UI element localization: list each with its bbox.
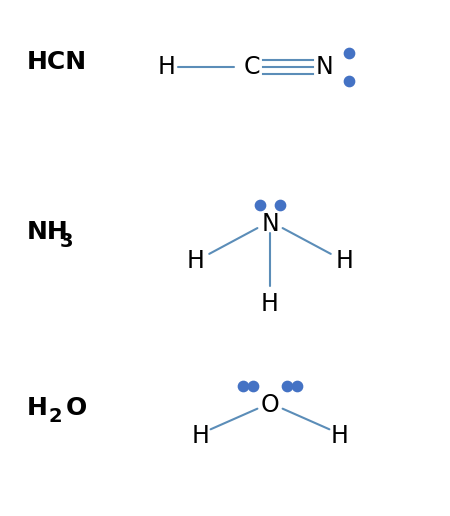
Text: H: H (27, 396, 48, 420)
Point (284, 382, 291, 390)
Text: H: H (191, 424, 209, 448)
Point (345, 77, 352, 85)
Text: 3: 3 (60, 232, 73, 251)
Text: 2: 2 (49, 408, 62, 426)
Point (249, 382, 256, 390)
Text: H: H (187, 249, 205, 272)
Text: N: N (315, 55, 333, 79)
Text: N: N (261, 213, 279, 236)
Point (345, 49, 352, 57)
Text: H: H (261, 293, 279, 316)
Point (276, 201, 284, 209)
Text: H: H (335, 249, 353, 272)
Text: H: H (331, 424, 349, 448)
Text: O: O (65, 396, 86, 420)
Text: C: C (244, 55, 260, 79)
Text: O: O (261, 393, 279, 417)
Point (293, 382, 301, 390)
Text: NH: NH (27, 220, 69, 244)
Point (256, 201, 264, 209)
Text: H: H (158, 55, 176, 79)
Point (239, 382, 247, 390)
Text: HCN: HCN (27, 50, 87, 74)
